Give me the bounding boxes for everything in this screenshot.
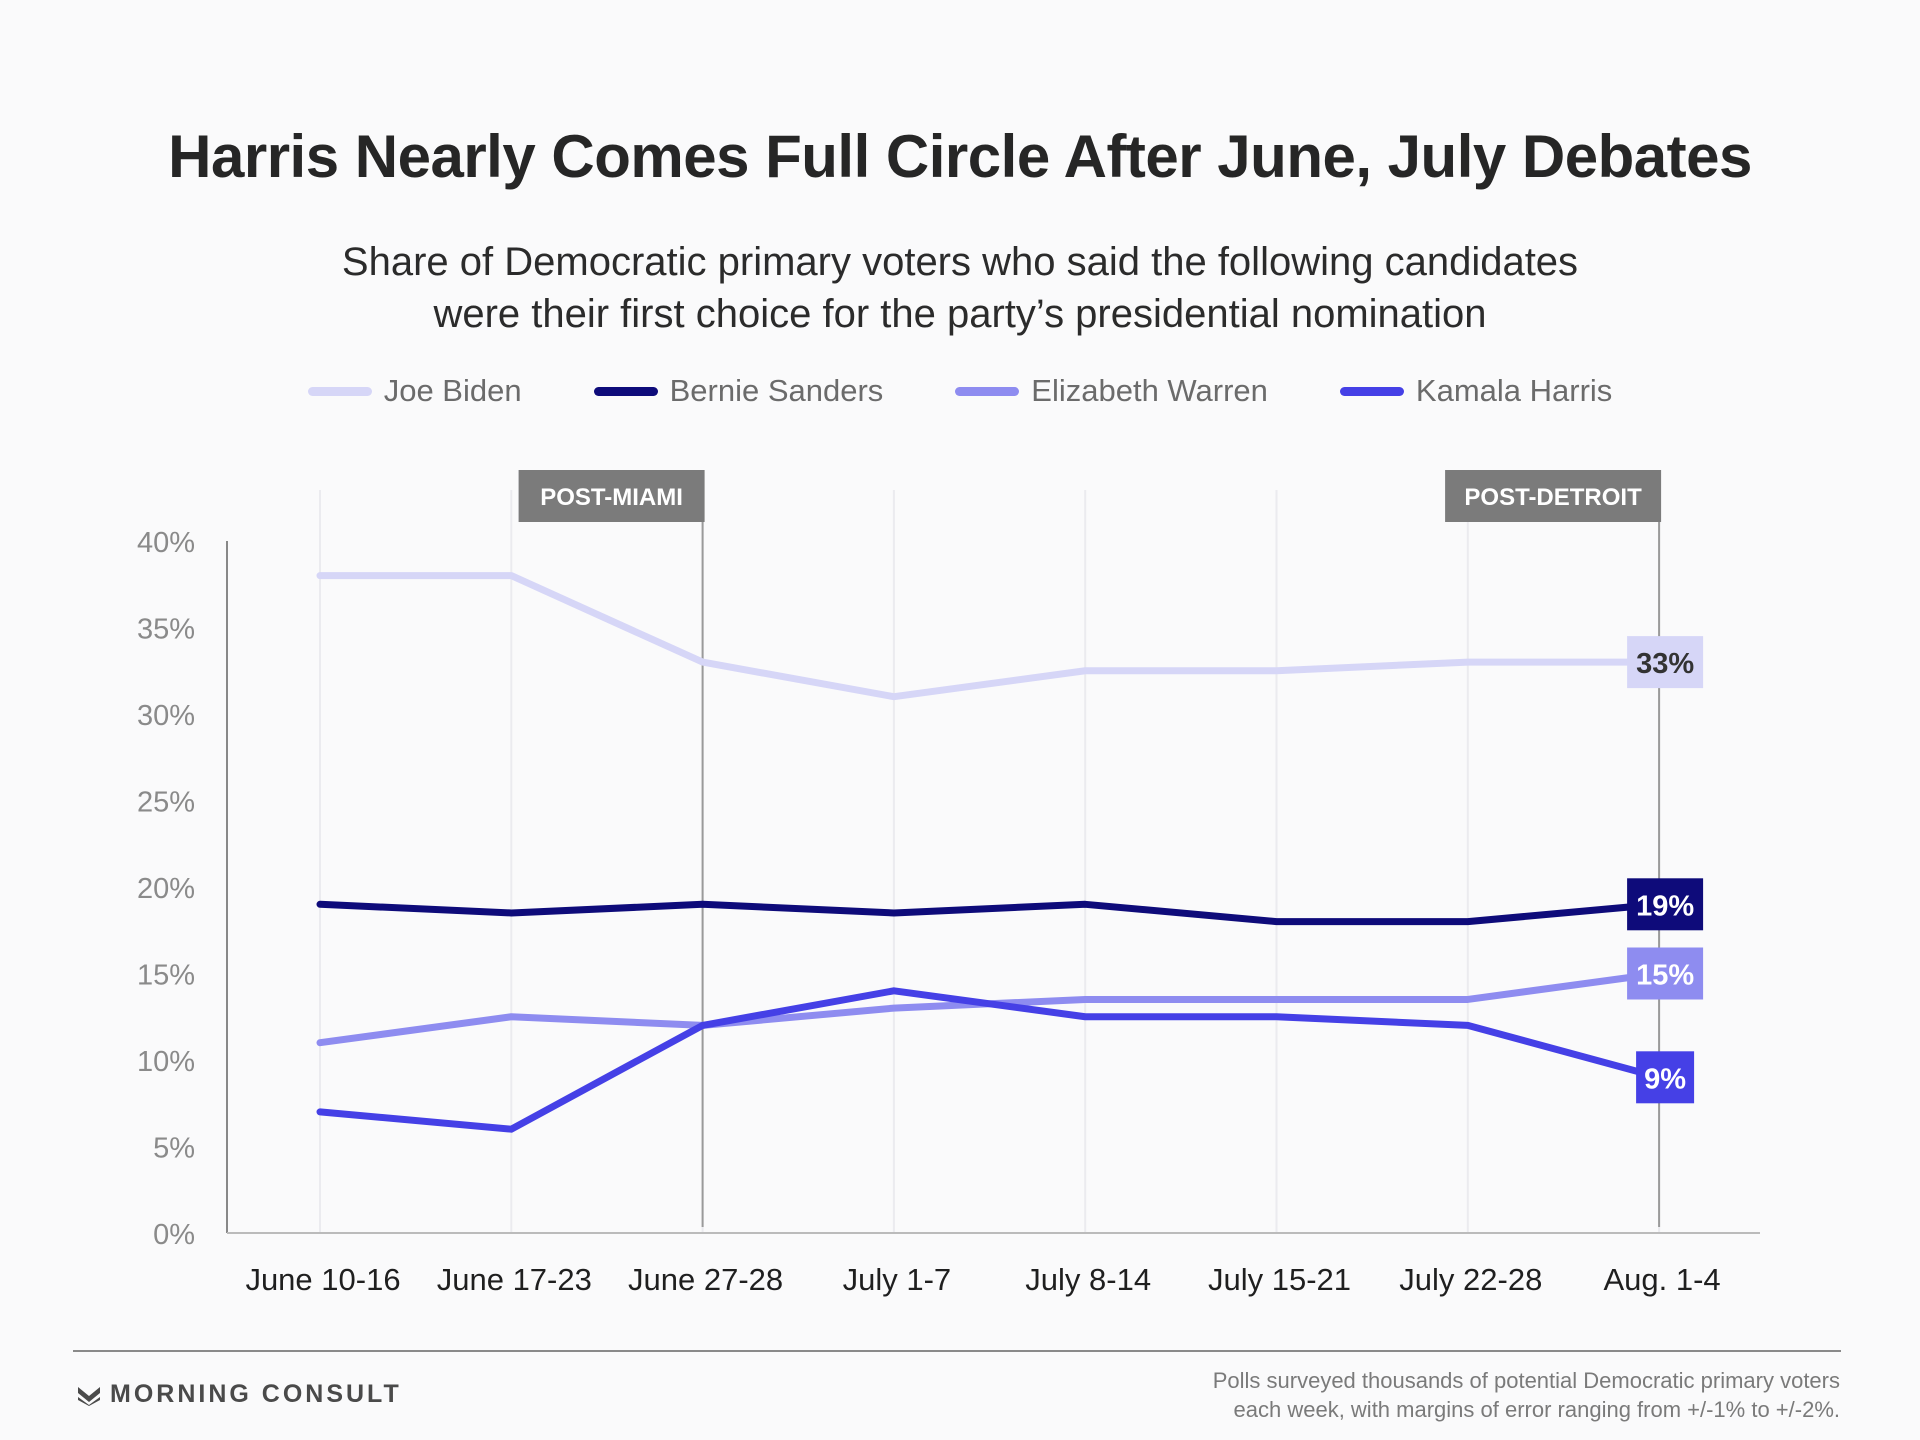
end-label-bernie-sanders: 19% bbox=[1636, 890, 1694, 922]
y-tick-label: 20% bbox=[137, 873, 195, 905]
chart-legend: Joe Biden Bernie Sanders Elizabeth Warren K… bbox=[0, 373, 1920, 409]
series-line-bernie-sanders bbox=[316, 900, 1663, 926]
legend-swatch bbox=[593, 386, 658, 396]
brand: MORNING CONSULT bbox=[76, 1380, 402, 1409]
x-tick-label: July 22-28 bbox=[1399, 1262, 1542, 1297]
legend-label: Elizabeth Warren bbox=[1031, 373, 1268, 408]
legend-item-kamala-harris: Kamala Harris bbox=[1339, 373, 1613, 409]
footnote-line-1: Polls surveyed thousands of potential De… bbox=[1212, 1368, 1840, 1393]
legend-swatch bbox=[955, 386, 1020, 396]
y-tick-label: 0% bbox=[153, 1219, 195, 1251]
footnote-line-2: each week, with margins of error ranging… bbox=[1233, 1397, 1840, 1422]
event-label: POST-DETROIT bbox=[1464, 484, 1642, 511]
footer-divider bbox=[73, 1350, 1841, 1352]
end-label-box bbox=[1627, 636, 1704, 689]
end-label-box bbox=[1627, 878, 1704, 931]
series-line-kamala-harris bbox=[316, 987, 1663, 1133]
y-tick-label: 15% bbox=[137, 960, 195, 992]
y-tick-label: 25% bbox=[137, 787, 195, 819]
end-label-elizabeth-warren: 15% bbox=[1636, 960, 1694, 992]
y-tick-label: 5% bbox=[153, 1133, 195, 1165]
event-label-box bbox=[1445, 470, 1662, 522]
y-tick-label: 10% bbox=[137, 1046, 195, 1078]
event-label-box bbox=[518, 470, 705, 522]
end-label-joe-biden: 33% bbox=[1636, 648, 1694, 680]
legend-swatch bbox=[307, 386, 372, 396]
y-tick-label: 40% bbox=[137, 527, 195, 559]
x-tick-label: July 8-14 bbox=[1025, 1262, 1151, 1297]
morning-consult-logo-icon bbox=[78, 1386, 100, 1406]
x-tick-label: July 1-7 bbox=[843, 1262, 952, 1297]
legend-label: Kamala Harris bbox=[1415, 373, 1613, 408]
chart-subtitle: Share of Democratic primary voters who s… bbox=[0, 236, 1920, 340]
legend-label: Joe Biden bbox=[383, 373, 522, 408]
legend-item-bernie-sanders: Bernie Sanders bbox=[593, 373, 884, 409]
brand-name: MORNING CONSULT bbox=[110, 1380, 402, 1408]
line-chart: POST-MIAMI POST-DETROIT 0% 5% 10% 15% 20% 25% 30… bbox=[137, 470, 1760, 1297]
legend-item-joe-biden: Joe Biden bbox=[307, 373, 522, 409]
series-line-joe-biden bbox=[316, 572, 1663, 701]
x-tick-label: June 17-23 bbox=[437, 1262, 592, 1297]
end-label-box bbox=[1636, 1051, 1695, 1104]
y-tick-label: 35% bbox=[137, 614, 195, 646]
x-tick-label: July 15-21 bbox=[1208, 1262, 1351, 1297]
x-tick-label: June 27-28 bbox=[628, 1262, 783, 1297]
series-line-elizabeth-warren bbox=[316, 970, 1663, 1047]
legend-label: Bernie Sanders bbox=[669, 373, 884, 408]
subtitle-line-1: Share of Democratic primary voters who s… bbox=[341, 240, 1579, 284]
chart-title: Harris Nearly Comes Full Circle After Ju… bbox=[168, 123, 1752, 190]
subtitle-line-2: were their first choice for the party’s … bbox=[433, 292, 1487, 336]
y-tick-label: 30% bbox=[137, 700, 195, 732]
legend-swatch bbox=[1339, 386, 1404, 396]
footnote: Polls surveyed thousands of potential De… bbox=[1213, 1366, 1840, 1424]
x-tick-label: Aug. 1-4 bbox=[1603, 1262, 1720, 1297]
legend-item-elizabeth-warren: Elizabeth Warren bbox=[955, 373, 1268, 409]
event-label: POST-MIAMI bbox=[540, 484, 683, 511]
end-label-kamala-harris: 9% bbox=[1644, 1063, 1686, 1095]
x-tick-label: June 10-16 bbox=[245, 1262, 400, 1297]
end-label-box bbox=[1627, 947, 1704, 1000]
